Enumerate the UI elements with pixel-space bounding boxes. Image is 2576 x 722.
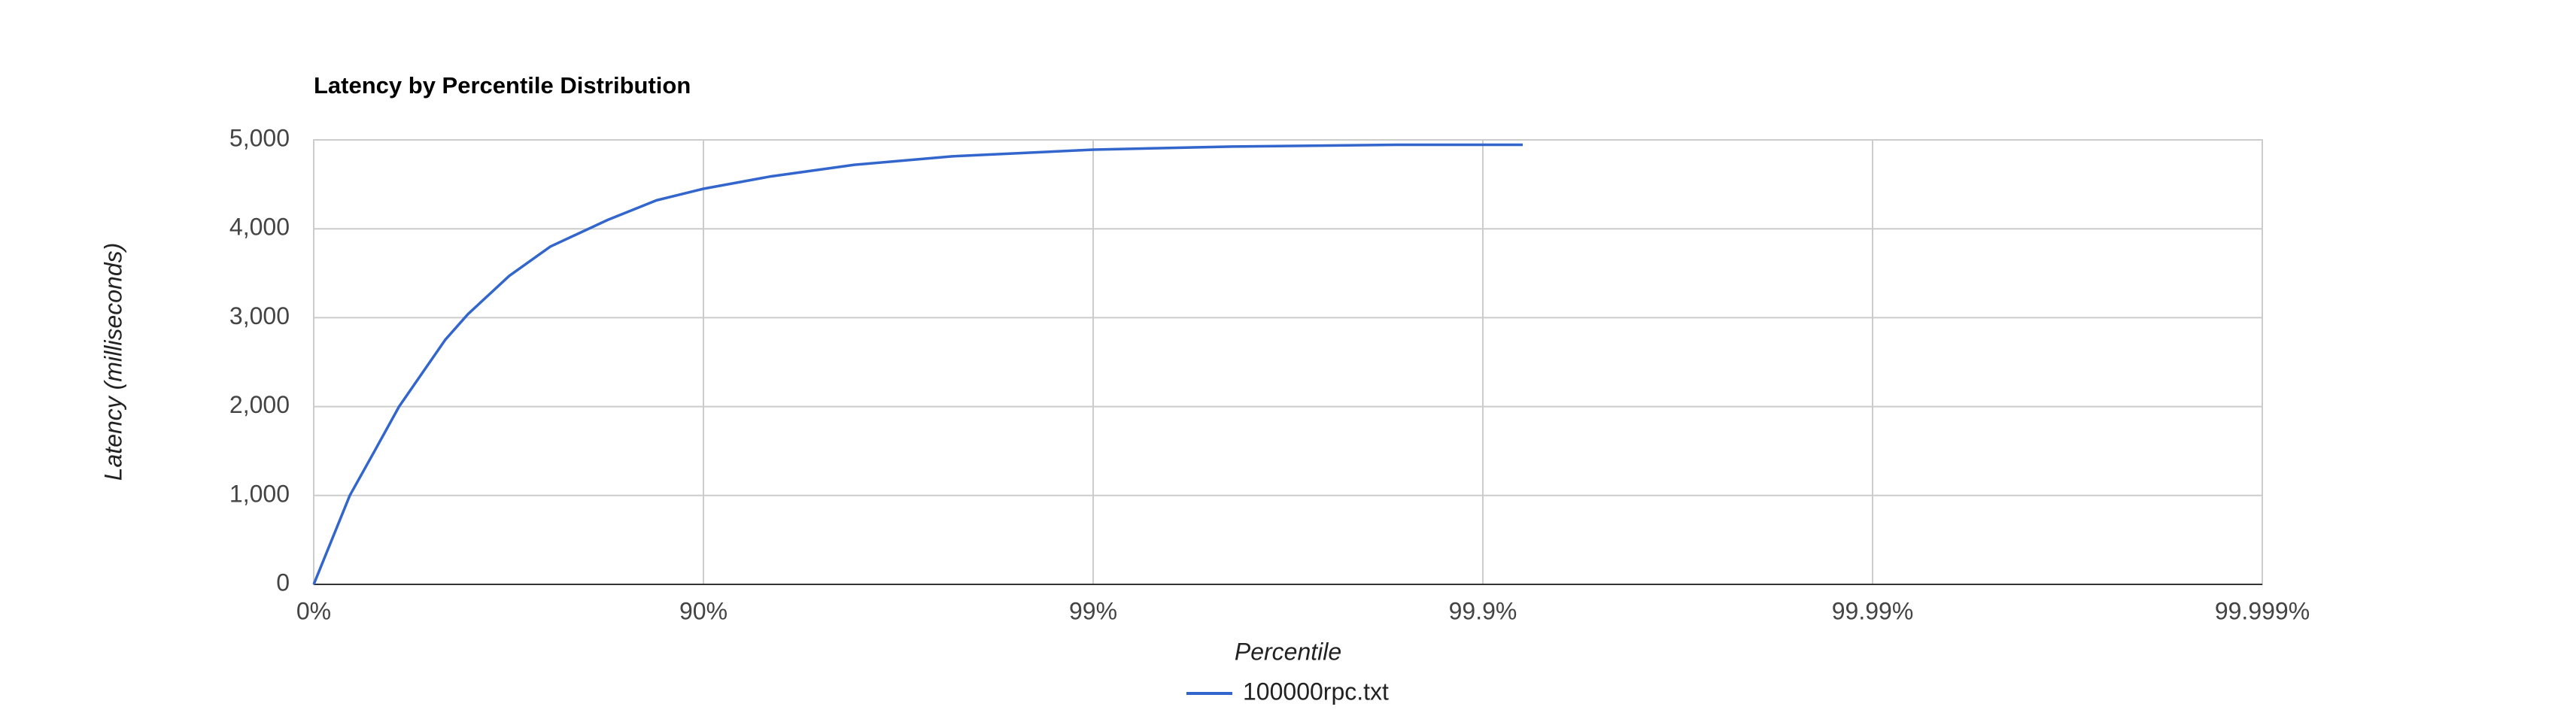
y-tick-label: 1,000: [229, 480, 290, 507]
chart-title: Latency by Percentile Distribution: [314, 72, 691, 99]
x-tick-label: 0%: [296, 597, 331, 624]
y-tick-label: 5,000: [229, 124, 290, 151]
x-tick-label: 99.999%: [2215, 597, 2310, 624]
y-tick-label: 3,000: [229, 302, 290, 329]
y-tick-label: 0: [276, 569, 290, 596]
x-tick-label: 90%: [679, 597, 728, 624]
legend-label: 100000rpc.txt: [1243, 678, 1389, 705]
x-tick-label: 99%: [1069, 597, 1117, 624]
y-tick-label: 2,000: [229, 391, 290, 418]
x-axis-label: Percentile: [1235, 638, 1341, 665]
x-tick-label: 99.9%: [1449, 597, 1517, 624]
y-tick-label: 4,000: [229, 214, 290, 241]
x-tick-label: 99.99%: [1832, 597, 1914, 624]
y-axis-label: Latency (milliseconds): [99, 243, 126, 481]
data-line: [312, 143, 1523, 585]
